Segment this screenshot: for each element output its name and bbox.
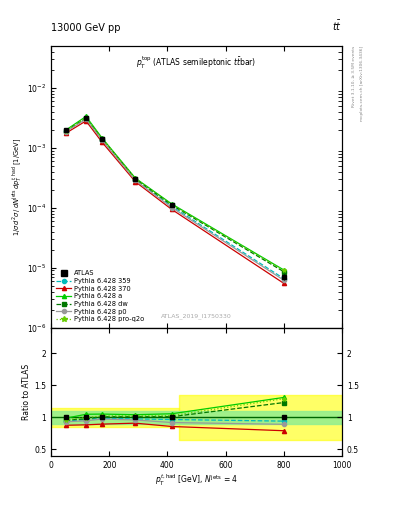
- Text: $p_T^{\rm top}$ (ATLAS semileptonic $t\bar{t}$bar): $p_T^{\rm top}$ (ATLAS semileptonic $t\b…: [136, 55, 257, 71]
- Text: Rivet 3.1.10, ≥ 3.5M events: Rivet 3.1.10, ≥ 3.5M events: [352, 46, 356, 108]
- Legend: ATLAS, Pythia 6.428 359, Pythia 6.428 370, Pythia 6.428 a, Pythia 6.428 dw, Pyth: ATLAS, Pythia 6.428 359, Pythia 6.428 37…: [54, 268, 146, 324]
- X-axis label: $p_T^{t,\rm had}$ [GeV], $N^{\rm jets}$ = 4: $p_T^{t,\rm had}$ [GeV], $N^{\rm jets}$ …: [155, 472, 238, 488]
- Text: 13000 GeV pp: 13000 GeV pp: [51, 23, 121, 33]
- Y-axis label: Ratio to ATLAS: Ratio to ATLAS: [22, 364, 31, 420]
- Text: ATLAS_2019_I1750330: ATLAS_2019_I1750330: [161, 313, 232, 319]
- Text: mcplots.cern.ch [arXiv:1306.3436]: mcplots.cern.ch [arXiv:1306.3436]: [360, 46, 364, 121]
- Y-axis label: $1/\sigma\,d^2\sigma\,/\,dN^{\rm jets}\,dp_T^{t,\rm had}$ [1/GeV]: $1/\sigma\,d^2\sigma\,/\,dN^{\rm jets}\,…: [11, 138, 24, 236]
- Text: $t\bar{t}$: $t\bar{t}$: [332, 19, 342, 33]
